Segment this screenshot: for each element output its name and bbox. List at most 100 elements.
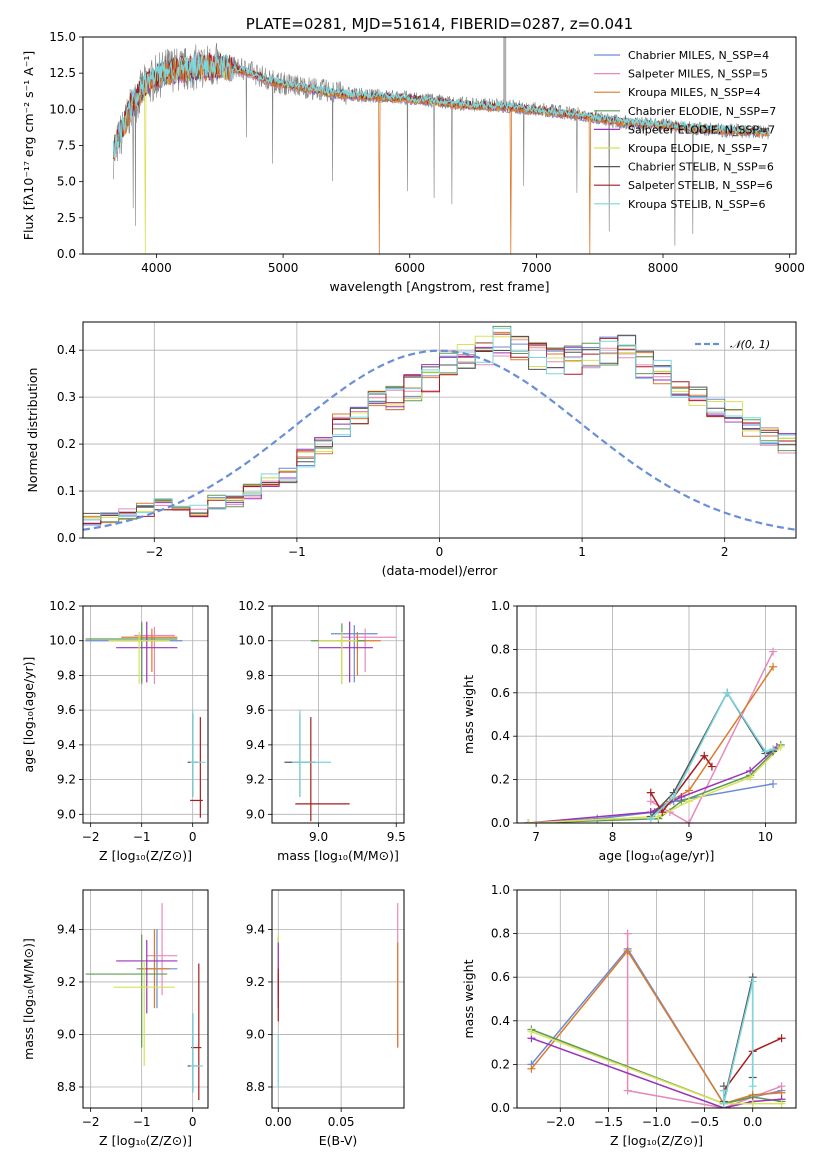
plus-marker	[746, 773, 755, 782]
y-tick-label: 9.8	[57, 668, 76, 682]
legend-entry: Salpeter ELODIE, N_SSP=7	[628, 123, 775, 136]
y-tick-label: 0.0	[57, 531, 76, 545]
legend-entry: Salpeter STELIB, N_SSP=6	[628, 179, 773, 192]
x-tick-label: 9000	[774, 261, 805, 275]
y-tick-label: 0.0	[57, 247, 76, 261]
panel-weight-vs-age: 7 8 9 10 0.0 0.2 0.4 0.6 0.8 1.0 age [log₁₀(age/yr…	[461, 599, 797, 863]
legend-entry: Chabrier ELODIE, N_SSP=7	[628, 105, 776, 118]
plus-marker	[527, 1027, 536, 1036]
x-tick-label: −2.0	[546, 1115, 575, 1129]
plus-marker	[684, 786, 693, 795]
x-tick-label: −1	[288, 545, 306, 559]
x-tick-label: 9.5	[387, 830, 406, 844]
data-point	[318, 632, 358, 685]
plot-area	[277, 903, 399, 1087]
x-axis-label: E(B-V)	[319, 1133, 358, 1148]
x-tick-label: 8000	[648, 261, 679, 275]
plot-area	[83, 325, 796, 531]
x-tick-label: 0	[189, 1115, 197, 1129]
x-tick-label: 1	[578, 545, 586, 559]
plot-area	[524, 647, 785, 823]
x-axis-label: age [log₁₀(age/yr)]	[599, 848, 715, 863]
plus-marker	[777, 1034, 786, 1043]
plus-marker	[654, 812, 663, 821]
y-tick-label: 9.2	[246, 773, 265, 787]
y-tick-label: 1.0	[491, 883, 510, 897]
data-point	[85, 623, 183, 685]
axes-frame	[516, 889, 797, 1109]
y-tick-label: 1.0	[491, 599, 510, 613]
y-tick-label: 9.2	[57, 975, 76, 989]
panel-mass-vs-Z: −2 −1 0 8.8 9.0 9.2 9.4 Z [log₁₀(Z/Z⊙)] mass [lo…	[21, 889, 209, 1148]
y-axis-label: mass [log₁₀(M/M⊙)]	[21, 938, 36, 1060]
data-point	[341, 628, 397, 672]
y-tick-label: 9.8	[246, 668, 265, 682]
plus-marker	[776, 743, 785, 752]
y-tick-label: 0.8	[491, 642, 510, 656]
x-tick-label: 6000	[394, 261, 425, 275]
data-point	[190, 710, 206, 797]
y-tick-label: 0.4	[491, 729, 510, 743]
plus-marker	[769, 745, 778, 754]
x-axis-label: (data-model)/error	[382, 563, 499, 578]
y-tick-label: 9.0	[57, 1027, 76, 1041]
data-point	[108, 632, 170, 685]
legend-entry: 𝒩(0, 1)	[730, 338, 770, 351]
y-axis-label: mass weight	[461, 675, 476, 754]
data-point	[334, 632, 381, 676]
y-tick-label: 9.0	[246, 1027, 265, 1041]
y-tick-label: 5.0	[57, 175, 76, 189]
data-point	[146, 903, 178, 996]
plus-marker	[748, 1099, 757, 1108]
legend-entry: Kroupa ELODIE, N_SSP=7	[628, 142, 768, 155]
plus-marker	[623, 1086, 632, 1095]
y-tick-label: 9.6	[246, 703, 265, 717]
y-tick-label: 10.2	[238, 599, 265, 613]
y-tick-label: 2.5	[57, 211, 76, 225]
axes-frame	[82, 36, 797, 255]
weight-series-line	[531, 1030, 782, 1105]
plus-marker	[677, 792, 686, 801]
data-point	[190, 717, 203, 818]
y-tick-label: 10.0	[49, 634, 76, 648]
axes-frame	[82, 321, 797, 539]
y-tick-label: 9.0	[246, 807, 265, 821]
x-axis-label: Z [log₁₀(Z/Z⊙)]	[610, 1133, 703, 1148]
x-tick-label: −2	[82, 830, 100, 844]
x-tick-label: −0.5	[690, 1115, 719, 1129]
y-tick-label: 0.4	[491, 1014, 510, 1028]
y-tick-label: 0.0	[491, 1101, 510, 1115]
y-tick-label: 0.4	[57, 343, 76, 357]
y-tick-label: 9.0	[57, 807, 76, 821]
weight-series-line	[531, 1037, 782, 1108]
x-tick-label: 0.00	[265, 1115, 292, 1129]
x-tick-label: −1.0	[642, 1115, 671, 1129]
data-point	[292, 710, 332, 797]
plus-marker	[700, 751, 709, 760]
y-tick-label: 9.4	[246, 922, 265, 936]
y-tick-label: 0.8	[491, 927, 510, 941]
y-tick-label: 10.2	[49, 599, 76, 613]
data-point	[113, 960, 175, 1066]
plus-marker	[684, 819, 693, 823]
y-tick-label: 0.0	[491, 816, 510, 830]
data-point	[116, 939, 178, 1014]
plus-marker	[669, 792, 678, 801]
y-tick-label: 9.6	[57, 703, 76, 717]
data-point	[85, 934, 168, 1048]
x-tick-label: −1	[133, 830, 151, 844]
legend-entry: Kroupa MILES, N_SSP=4	[628, 86, 761, 99]
panel-age-vs-Z: −2 −1 0 9.0 9.2 9.4 9.6 9.8 10.0 10.2 Z [log₁₀(Z/Z…	[21, 599, 209, 863]
y-tick-label: 15.0	[49, 30, 76, 44]
plus-marker	[527, 1064, 536, 1073]
plus-marker	[777, 1099, 786, 1108]
y-tick-label: 9.2	[57, 773, 76, 787]
plus-marker	[684, 797, 693, 806]
weight-series-line	[650, 754, 713, 814]
legend-entry: Chabrier STELIB, N_SSP=6	[628, 161, 774, 174]
axes-frame	[516, 605, 797, 824]
plus-marker	[646, 788, 655, 797]
x-tick-label: 7000	[521, 261, 552, 275]
x-tick-label: 9	[685, 830, 693, 844]
panel-residuals: −2 −1 0 1 2 0.0 0.1 0.2 0.3 0.4 (data-model)/error…	[25, 321, 797, 578]
